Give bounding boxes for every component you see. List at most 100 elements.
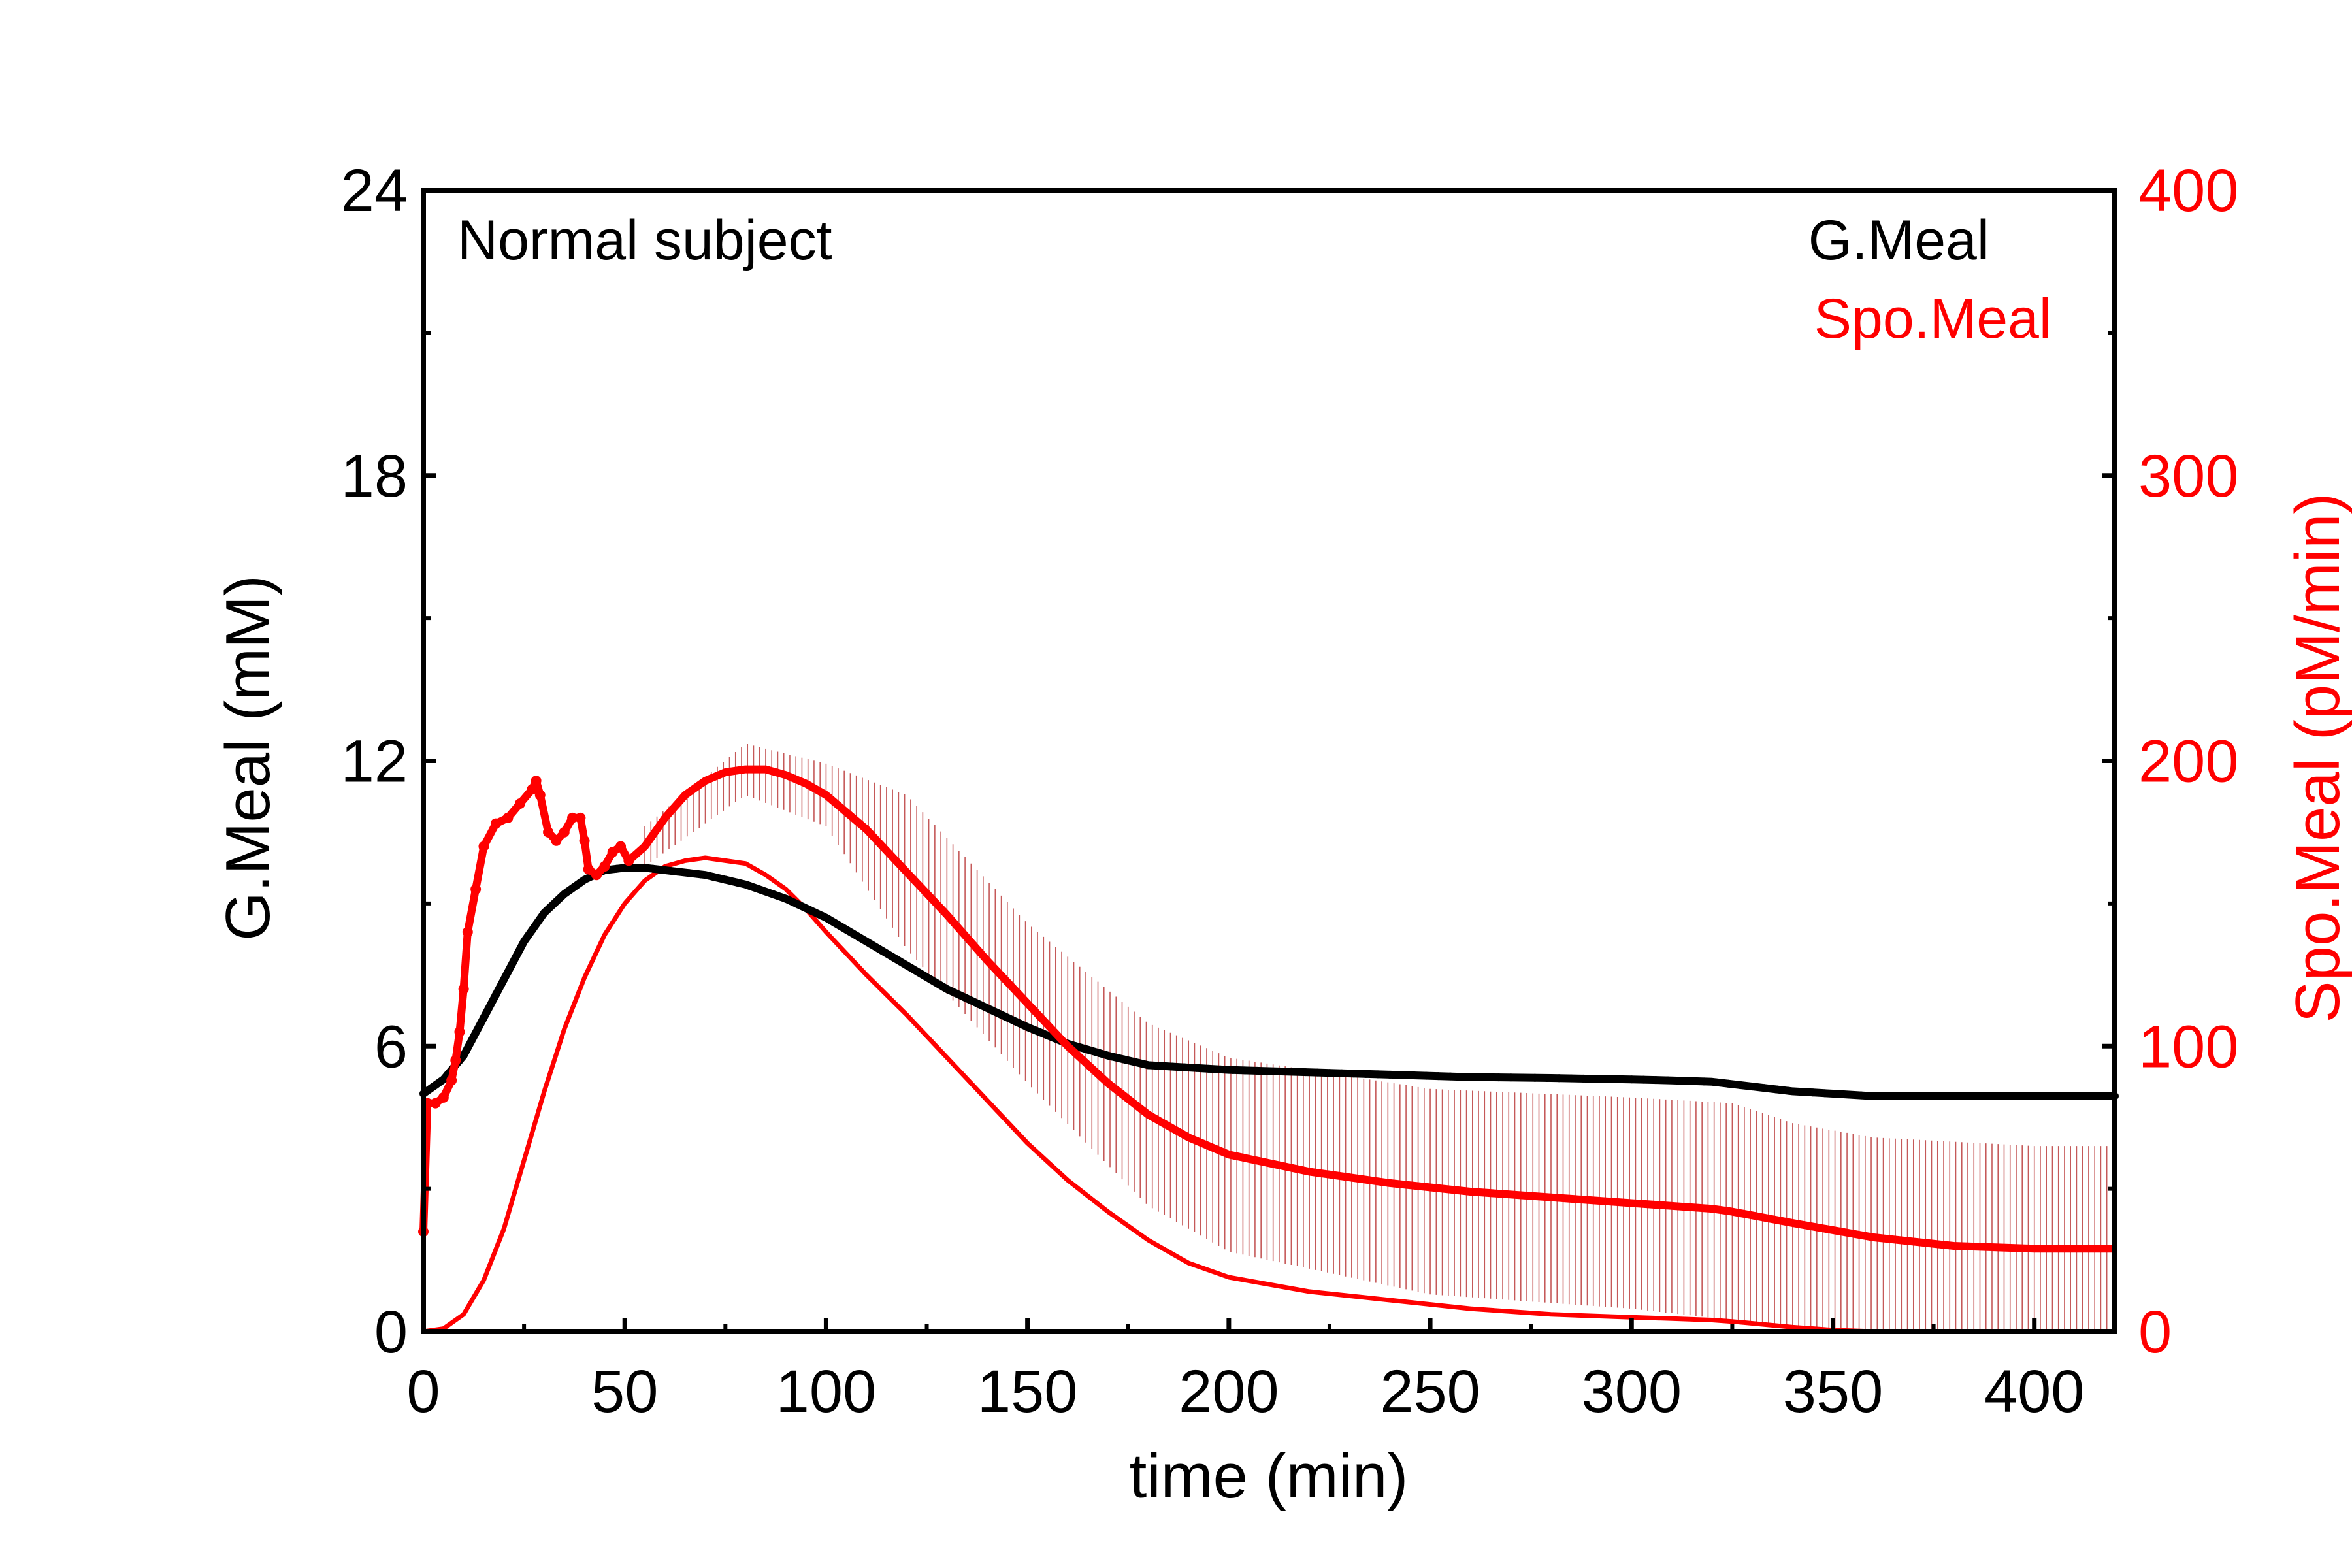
gmeal-point <box>987 1005 996 1014</box>
gmeal-point <box>781 894 790 903</box>
gmeal-point <box>1953 1092 1962 1100</box>
spomeal-point <box>470 884 482 895</box>
x-tick-label: 0 <box>406 1358 440 1425</box>
gmeal-point <box>1096 1049 1104 1058</box>
spomeal-point <box>438 1092 449 1103</box>
gmeal-point <box>866 939 875 948</box>
gmeal-point <box>1543 1073 1551 1082</box>
gmeal-point <box>697 870 706 879</box>
gmeal-point <box>1277 1068 1285 1076</box>
gmeal-point <box>540 909 548 917</box>
gmeal-point <box>636 864 645 872</box>
gmeal-point <box>1990 1092 1999 1100</box>
gmeal-point <box>733 878 742 887</box>
gmeal-point <box>1217 1065 1225 1073</box>
legend-spomeal: Spo.Meal <box>1814 287 2051 350</box>
gmeal-point <box>552 897 561 906</box>
gmeal-point <box>1349 1070 1358 1078</box>
x-tick-label: 100 <box>776 1358 877 1425</box>
gmeal-point <box>1373 1070 1382 1079</box>
gmeal-point <box>1301 1068 1309 1077</box>
legend-gmeal: G.Meal <box>1808 209 1989 272</box>
gmeal-point <box>1253 1066 1262 1075</box>
gmeal-point <box>649 864 657 873</box>
gmeal-point <box>1772 1085 1781 1094</box>
gmeal-point <box>1639 1075 1648 1084</box>
gmeal-point <box>721 875 730 884</box>
gmeal-point <box>1808 1088 1817 1097</box>
series-line-spomeal <box>419 765 2115 1253</box>
gmeal-point <box>1652 1076 1660 1085</box>
gmeal-point <box>685 869 693 877</box>
annotation-text: Normal subject <box>457 209 832 272</box>
spomeal-point <box>579 835 590 846</box>
gmeal-point <box>1905 1092 1914 1100</box>
gmeal-point <box>1422 1071 1430 1080</box>
gmeal-point <box>1663 1076 1672 1085</box>
y-right-tick-label: 400 <box>2138 157 2239 224</box>
series-line-gmeal <box>421 864 2115 1100</box>
spomeal-point <box>478 841 489 852</box>
gmeal-point <box>1627 1075 1636 1084</box>
spomeal-point <box>551 835 562 846</box>
y-right-tick-label: 0 <box>2138 1299 2172 1365</box>
gmeal-point <box>2038 1092 2047 1100</box>
spomeal-point <box>567 812 578 823</box>
gmeal-point <box>1156 1062 1165 1070</box>
gmeal-point <box>1313 1068 1322 1077</box>
gmeal-point <box>1205 1064 1213 1073</box>
spomeal-point <box>527 784 538 795</box>
y-axis-left-title: G.Meal (mM) <box>213 575 283 941</box>
spomeal-point <box>502 812 514 823</box>
gmeal-point <box>1555 1074 1563 1083</box>
y-right-tick-label: 300 <box>2138 443 2239 510</box>
gmeal-point <box>576 878 585 887</box>
gmeal-point <box>1615 1075 1624 1083</box>
gmeal-point <box>1084 1045 1092 1054</box>
gmeal-point <box>1446 1072 1454 1081</box>
gmeal-point <box>1760 1084 1769 1092</box>
spomeal-point <box>490 818 501 829</box>
gmeal-point <box>878 947 887 955</box>
gmeal-point <box>1168 1062 1177 1071</box>
y-left-tick-label: 6 <box>374 1013 408 1080</box>
gmeal-point <box>2026 1092 2034 1100</box>
gmeal-point <box>1676 1077 1684 1085</box>
gmeal-point <box>1241 1066 1249 1075</box>
gmeal-point <box>1603 1075 1612 1083</box>
gmeal-point <box>1518 1073 1527 1082</box>
gmeal-point <box>1784 1086 1793 1095</box>
gmeal-point <box>1132 1058 1141 1066</box>
gmeal-point <box>515 945 524 953</box>
gmeal-point <box>1869 1092 1878 1100</box>
gmeal-point <box>1144 1061 1152 1070</box>
gmeal-point <box>661 866 669 874</box>
gmeal-point <box>1857 1091 1865 1100</box>
gmeal-point <box>1942 1092 1950 1100</box>
gmeal-point <box>1470 1073 1478 1081</box>
gmeal-point <box>1929 1092 1938 1100</box>
gmeal-point <box>2074 1092 2083 1100</box>
gmeal-point <box>1567 1074 1575 1083</box>
spomeal-point <box>583 864 594 875</box>
spomeal-point <box>615 841 627 852</box>
x-tick-label: 200 <box>1179 1358 1279 1425</box>
gmeal-point <box>1362 1070 1370 1078</box>
gmeal-point <box>963 994 972 1003</box>
gmeal-point <box>2014 1092 2023 1100</box>
gmeal-point <box>564 887 572 895</box>
series-layer <box>418 765 2119 1334</box>
spomeal-point <box>450 1055 461 1066</box>
gmeal-point <box>2002 1092 2010 1100</box>
gmeal-point <box>1821 1089 1829 1098</box>
x-tick-label: 250 <box>1380 1358 1480 1425</box>
gmeal-point <box>2099 1092 2107 1100</box>
gmeal-point <box>1724 1079 1733 1088</box>
gmeal-point <box>1482 1073 1491 1081</box>
spomeal-point <box>623 855 634 866</box>
gmeal-point <box>854 932 862 941</box>
gmeal-point <box>1591 1075 1599 1083</box>
y-left-tick-label: 0 <box>374 1299 408 1365</box>
gmeal-point <box>1966 1092 1974 1100</box>
gmeal-point <box>842 925 851 934</box>
